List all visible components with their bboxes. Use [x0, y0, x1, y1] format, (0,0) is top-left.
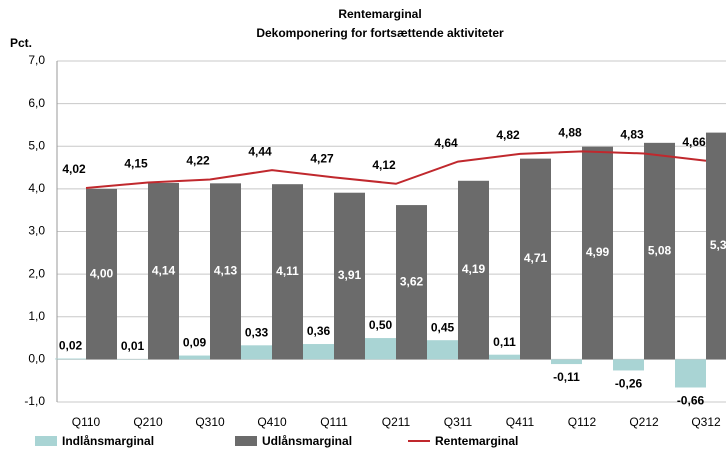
data-label: 0,11 — [493, 335, 516, 349]
bar — [582, 146, 613, 360]
x-tick-label: Q210 — [133, 415, 163, 429]
data-label: 4,19 — [462, 262, 486, 276]
bar — [334, 192, 365, 360]
bar — [179, 355, 210, 360]
data-label: 4,66 — [682, 135, 706, 149]
bar — [675, 359, 706, 388]
data-label: 0,33 — [245, 325, 269, 339]
bar — [303, 344, 334, 360]
data-label: 4,15 — [124, 157, 148, 171]
y-tick-label: 0,0 — [28, 352, 45, 366]
bar — [365, 338, 396, 360]
data-label: 0,36 — [307, 324, 331, 338]
data-label: 4,83 — [620, 128, 644, 142]
legend-swatch — [235, 436, 257, 446]
x-tick-label: Q211 — [382, 415, 411, 429]
x-tick-label: Q112 — [568, 415, 597, 429]
y-tick-label: -1,0 — [24, 394, 45, 408]
bar — [55, 358, 86, 360]
data-label: 4,44 — [248, 144, 272, 158]
data-label: -0,26 — [615, 377, 643, 391]
data-label: 4,64 — [434, 136, 458, 150]
y-axis-label: Pct. — [10, 36, 32, 50]
data-label: 4,14 — [152, 263, 176, 277]
bar — [613, 359, 644, 371]
legend-label: Udlånsmarginal — [262, 434, 352, 448]
x-tick-label: Q212 — [629, 415, 659, 429]
x-tick-label: Q311 — [444, 415, 473, 429]
data-label: 5,32 — [710, 238, 726, 252]
chart-title: Rentemarginal — [338, 7, 421, 21]
data-label: 4,99 — [586, 245, 610, 259]
x-tick-label: Q410 — [257, 415, 287, 429]
chart-subtitle: Dekomponering for fortsættende aktivitet… — [256, 26, 504, 40]
data-label: 4,71 — [524, 251, 548, 265]
data-label: 4,82 — [496, 128, 520, 142]
bar — [396, 205, 427, 360]
bar — [489, 354, 520, 360]
data-label: -0,11 — [553, 370, 580, 384]
x-tick-label: Q110 — [72, 415, 101, 429]
legend-swatch — [35, 436, 57, 446]
y-tick-label: 3,0 — [28, 224, 45, 238]
y-tick-label: 5,0 — [28, 138, 45, 152]
x-tick-label: Q310 — [195, 415, 225, 429]
data-label: 4,27 — [310, 152, 334, 166]
bar — [210, 183, 241, 360]
data-label: 3,62 — [400, 274, 424, 288]
data-label: 4,22 — [186, 154, 210, 168]
y-tick-label: 6,0 — [28, 96, 45, 110]
bar — [241, 345, 272, 360]
data-label: 0,01 — [121, 339, 145, 353]
y-tick-label: 2,0 — [28, 266, 45, 280]
bar — [706, 132, 726, 360]
bar — [427, 340, 458, 360]
data-label: 0,09 — [183, 336, 207, 350]
bar — [148, 182, 179, 360]
data-label: 4,00 — [90, 266, 114, 280]
data-label: 3,91 — [338, 268, 362, 282]
bar — [644, 142, 675, 360]
y-tick-label: 4,0 — [28, 181, 45, 195]
data-label: 0,02 — [59, 339, 83, 353]
data-label: 4,12 — [372, 158, 396, 172]
data-label: 0,50 — [369, 318, 393, 332]
x-tick-label: Q111 — [320, 415, 348, 429]
data-label: 4,88 — [558, 126, 582, 140]
y-tick-label: 1,0 — [28, 309, 45, 323]
x-tick-label: Q312 — [691, 415, 721, 429]
bar — [272, 184, 303, 360]
data-label: 5,08 — [648, 243, 672, 257]
data-label: 4,13 — [214, 264, 238, 278]
legend-label: Indlånsmarginal — [62, 434, 154, 448]
data-label: 4,02 — [62, 162, 86, 176]
bar — [86, 188, 117, 360]
data-label: 0,45 — [431, 320, 455, 334]
bar — [458, 180, 489, 360]
data-label: -0,66 — [677, 394, 705, 408]
line — [85, 150, 707, 190]
x-tick-label: Q411 — [506, 415, 535, 429]
bar — [551, 359, 582, 365]
data-label: 4,11 — [276, 264, 299, 278]
bar — [520, 158, 551, 360]
legend-label: Rentemarginal — [435, 434, 518, 448]
y-tick-label: 7,0 — [28, 53, 45, 67]
